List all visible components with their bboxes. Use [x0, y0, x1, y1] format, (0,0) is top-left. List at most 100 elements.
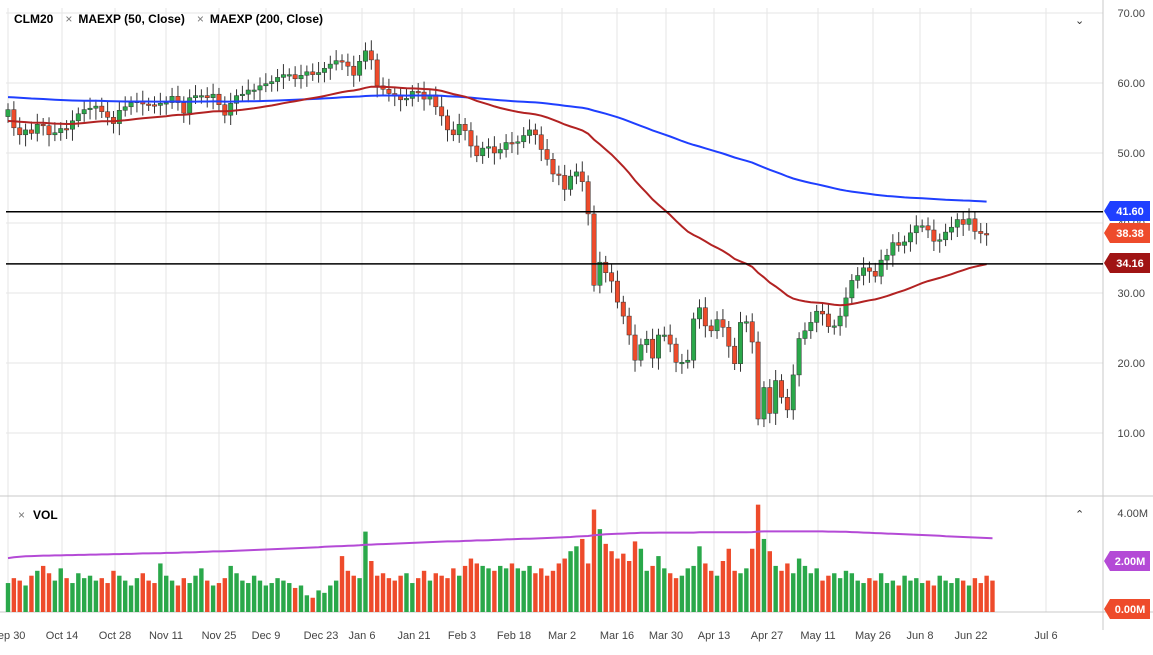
candle-body[interactable] — [679, 362, 685, 365]
volume-bar[interactable] — [128, 585, 134, 613]
volume-bar[interactable] — [884, 583, 890, 612]
candle-body[interactable] — [122, 106, 128, 111]
volume-bar[interactable] — [556, 563, 562, 612]
candle-body[interactable] — [456, 124, 462, 136]
volume-bar[interactable] — [615, 558, 620, 612]
volume-bar[interactable] — [269, 583, 274, 612]
candle-body[interactable] — [497, 149, 503, 154]
candle-body[interactable] — [761, 387, 767, 420]
volume-bar[interactable] — [814, 568, 819, 612]
candle-body[interactable] — [755, 341, 761, 420]
candle-body[interactable] — [849, 280, 855, 299]
candle-body[interactable] — [550, 159, 556, 175]
volume-bar[interactable] — [416, 578, 421, 612]
candle-body[interactable] — [275, 77, 281, 82]
volume-bar[interactable] — [732, 570, 737, 612]
candle-body[interactable] — [316, 72, 322, 75]
volume-bar[interactable] — [322, 592, 327, 612]
volume-bar[interactable] — [544, 575, 550, 612]
candle-body[interactable] — [181, 102, 187, 114]
candle-body[interactable] — [831, 325, 837, 328]
volume-bar[interactable] — [187, 583, 192, 612]
candle-body[interactable] — [5, 109, 11, 117]
price-badge[interactable] — [1104, 253, 1150, 273]
volume-bar[interactable] — [626, 561, 632, 612]
candle-body[interactable] — [280, 74, 286, 78]
volume-bar[interactable] — [234, 573, 239, 612]
volume-bar[interactable] — [984, 575, 989, 612]
volume-bar[interactable] — [761, 538, 767, 612]
volume-bar[interactable] — [246, 583, 251, 612]
volume-bar[interactable] — [791, 573, 796, 612]
volume-bar[interactable] — [263, 585, 269, 613]
candle-body[interactable] — [128, 102, 134, 108]
volume-bar[interactable] — [919, 583, 925, 612]
volume-bar[interactable] — [492, 570, 497, 612]
candle-body[interactable] — [632, 334, 638, 361]
candle-body[interactable] — [462, 124, 468, 131]
candle-body[interactable] — [814, 310, 820, 323]
volume-bar[interactable] — [445, 578, 450, 612]
candle-body[interactable] — [339, 60, 345, 63]
volume-bar[interactable] — [193, 575, 198, 612]
price-badge[interactable] — [1104, 223, 1150, 243]
volume-bar[interactable] — [152, 583, 157, 612]
volume-bar[interactable] — [990, 580, 995, 612]
volume-bar[interactable] — [755, 504, 761, 612]
candle-body[interactable] — [913, 225, 919, 234]
volume-bar[interactable] — [691, 565, 696, 612]
candle-body[interactable] — [99, 105, 105, 112]
volume-bar[interactable] — [726, 548, 731, 612]
candle-body[interactable] — [954, 219, 960, 228]
candle-body[interactable] — [23, 129, 29, 136]
volume-bar[interactable] — [521, 570, 526, 612]
volume-bar[interactable] — [503, 568, 509, 612]
candle-body[interactable] — [568, 175, 574, 190]
volume-bar[interactable] — [380, 573, 386, 612]
candle-body[interactable] — [614, 280, 620, 303]
candle-body[interactable] — [820, 310, 825, 315]
candle-body[interactable] — [310, 71, 316, 75]
candle-body[interactable] — [538, 134, 544, 150]
volume-bar[interactable] — [808, 573, 814, 612]
candle-body[interactable] — [573, 171, 579, 177]
candle-body[interactable] — [93, 105, 99, 109]
volume-bar[interactable] — [832, 573, 837, 612]
candle-body[interactable] — [357, 61, 363, 76]
candle-body[interactable] — [626, 315, 632, 336]
volume-bar[interactable] — [773, 565, 778, 612]
candle-body[interactable] — [732, 345, 738, 364]
volume-bar[interactable] — [140, 573, 145, 612]
candle-body[interactable] — [532, 129, 538, 136]
candle-body[interactable] — [779, 380, 784, 398]
volume-bar[interactable] — [181, 578, 186, 612]
candle-body[interactable] — [228, 103, 234, 116]
volume-bar[interactable] — [23, 585, 28, 613]
volume-label[interactable]: VOL — [33, 508, 58, 522]
volume-bar[interactable] — [703, 563, 708, 612]
volume-bar[interactable] — [175, 585, 181, 613]
candle-body[interactable] — [866, 267, 872, 272]
volume-bar[interactable] — [99, 578, 104, 612]
candle-body[interactable] — [685, 359, 691, 363]
volume-bar[interactable] — [591, 509, 597, 612]
volume-bar[interactable] — [64, 578, 69, 612]
volume-bar[interactable] — [35, 570, 40, 612]
candle-body[interactable] — [474, 145, 480, 157]
volume-bar[interactable] — [650, 565, 655, 612]
volume-bar[interactable] — [363, 531, 368, 612]
price-badge[interactable] — [1104, 201, 1150, 221]
volume-bar[interactable] — [685, 568, 690, 612]
candle-body[interactable] — [960, 219, 966, 225]
candle-body[interactable] — [743, 321, 749, 324]
volume-bar[interactable] — [785, 563, 790, 612]
volume-bar[interactable] — [509, 563, 515, 612]
candle-body[interactable] — [11, 109, 17, 129]
volume-bar[interactable] — [398, 575, 403, 612]
candle-body[interactable] — [726, 327, 732, 347]
volume-bar[interactable] — [427, 580, 433, 612]
volume-bar[interactable] — [287, 583, 292, 612]
candle-body[interactable] — [919, 225, 925, 228]
volume-bar[interactable] — [333, 580, 339, 612]
candle-body[interactable] — [591, 213, 597, 286]
